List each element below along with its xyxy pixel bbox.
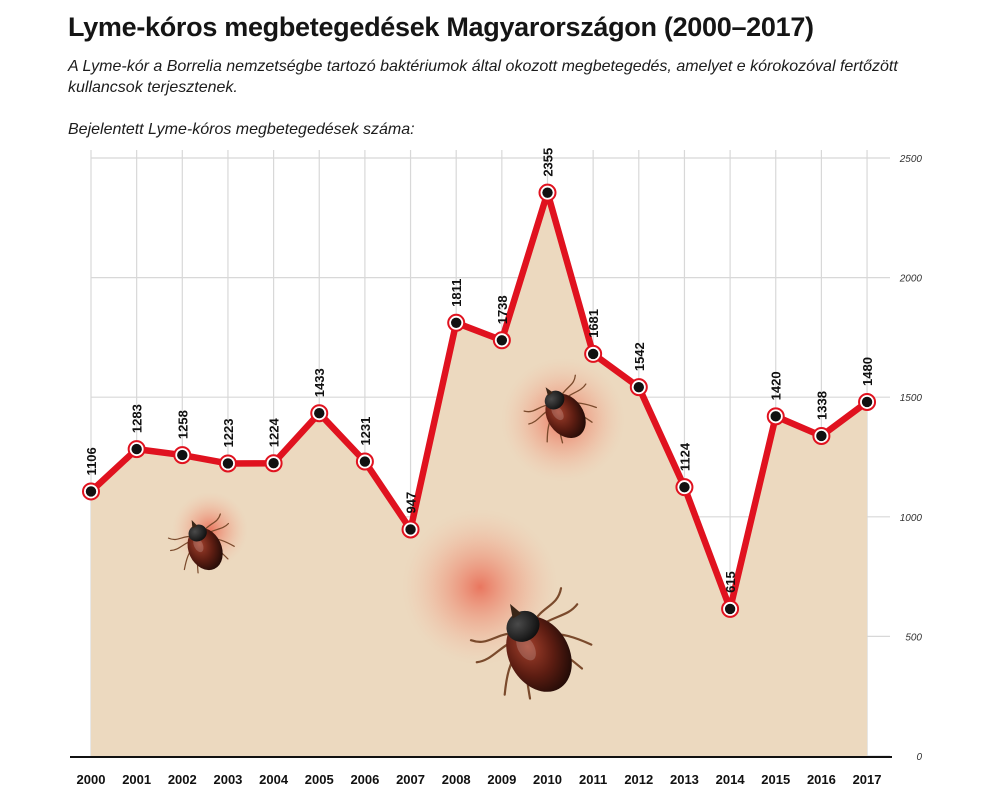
- data-point-center: [679, 481, 690, 493]
- x-tick-label: 2015: [761, 772, 790, 787]
- area-fill: [91, 192, 868, 756]
- data-label: 1106: [84, 447, 99, 475]
- x-tick-label: 2014: [716, 772, 746, 787]
- data-point-center: [770, 411, 781, 422]
- tick-illustration: [167, 513, 235, 574]
- data-point-center: [542, 187, 553, 198]
- y-tick-label: 500: [905, 632, 922, 643]
- y-axis-caption: Bejelentett Lyme-kóros megbetegedések sz…: [68, 121, 415, 138]
- y-tick-label: 1000: [900, 513, 923, 524]
- x-tick-label: 2005: [305, 772, 334, 787]
- data-label: 1231: [358, 417, 373, 446]
- data-label: 1224: [267, 418, 282, 448]
- y-tick-label: 2500: [899, 154, 923, 165]
- data-point-center: [314, 408, 325, 419]
- x-tick-label: 2003: [213, 772, 242, 787]
- data-label: 615: [723, 571, 738, 593]
- y-tick-label: 2000: [899, 274, 923, 285]
- tick-shield: [544, 390, 565, 410]
- x-tick-label: 2008: [442, 772, 471, 787]
- tick-mouthpart: [545, 387, 553, 396]
- y-tick-label: 0: [916, 752, 922, 763]
- data-label: 1433: [312, 368, 327, 397]
- data-label: 1124: [677, 442, 692, 471]
- data-label: 1480: [860, 357, 875, 386]
- data-point-center: [405, 524, 416, 535]
- x-tick-label: 2009: [487, 772, 516, 787]
- data-point-center: [451, 317, 462, 329]
- x-tick-label: 2007: [396, 772, 425, 787]
- chart-title: Lyme-kóros megbetegedések Magyarországon…: [68, 12, 814, 42]
- data-point-center: [587, 348, 599, 360]
- data-label: 1338: [814, 391, 829, 420]
- data-point-center: [268, 458, 279, 469]
- data-point-center: [131, 443, 142, 455]
- data-label: 1811: [449, 279, 464, 307]
- tick-illustration: [523, 374, 598, 444]
- x-tick-label: 2001: [122, 772, 151, 787]
- tick-mouthpart: [510, 603, 522, 619]
- tick-shield: [188, 524, 207, 542]
- x-tick-label: 2011: [579, 772, 607, 787]
- x-tick-label: 2002: [168, 772, 197, 787]
- data-label: 947: [404, 492, 419, 514]
- chart-subtitle: A Lyme-kór a Borrelia nemzetségbe tartoz…: [68, 58, 898, 96]
- data-label: 1681: [586, 309, 601, 338]
- data-point-center: [359, 456, 371, 467]
- data-label: 2355: [541, 148, 556, 177]
- y-tick-label: 1500: [900, 393, 923, 404]
- data-point-center: [177, 449, 188, 461]
- data-point-center: [496, 335, 508, 346]
- data-point-center: [222, 458, 234, 469]
- data-point-center: [816, 430, 827, 442]
- data-point-center: [85, 486, 97, 497]
- data-point-center: [633, 381, 644, 393]
- data-label: 1420: [769, 371, 784, 400]
- x-tick-label: 2000: [77, 772, 106, 787]
- data-label: 1283: [130, 404, 145, 433]
- x-tick-label: 2013: [670, 772, 699, 787]
- tick-illustration: [469, 587, 593, 700]
- data-label: 1223: [221, 419, 236, 448]
- x-tick-label: 2006: [350, 772, 379, 787]
- x-tick-label: 2004: [259, 772, 289, 787]
- data-label: 1258: [175, 410, 190, 439]
- data-point-center: [724, 603, 736, 615]
- x-tick-label: 2017: [853, 772, 882, 787]
- data-label: 1542: [632, 342, 647, 371]
- x-tick-label: 2016: [807, 772, 836, 787]
- x-tick-label: 2012: [624, 772, 653, 787]
- tick-shield: [506, 610, 540, 642]
- data-label: 1738: [495, 295, 510, 324]
- tick-mouthpart: [191, 520, 198, 529]
- data-point-center: [861, 396, 873, 408]
- x-tick-label: 2010: [533, 772, 562, 787]
